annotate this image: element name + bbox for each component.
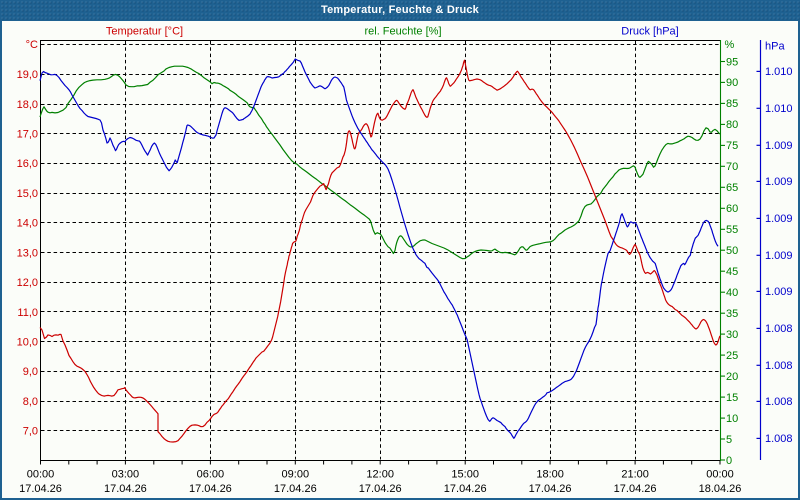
svg-text:1.008: 1.008 [765,433,793,445]
svg-text:17.04.26: 17.04.26 [104,483,147,495]
svg-text:16,0: 16,0 [17,158,38,170]
svg-text:1.009: 1.009 [765,250,793,262]
svg-text:35: 35 [726,308,738,320]
svg-text:75: 75 [726,140,738,152]
svg-text:15: 15 [726,392,738,404]
svg-text:5: 5 [726,434,732,446]
svg-text:17.04.26: 17.04.26 [19,483,62,495]
svg-text:17.04.26: 17.04.26 [274,483,317,495]
svg-text:10,0: 10,0 [17,337,38,349]
svg-text:25: 25 [726,350,738,362]
svg-text:8,0: 8,0 [23,396,38,408]
svg-text:1.008: 1.008 [765,360,793,372]
svg-text:03:00: 03:00 [112,469,140,481]
svg-text:1.010: 1.010 [765,66,793,78]
svg-text:Druck [hPa]: Druck [hPa] [621,26,678,38]
svg-text:1.009: 1.009 [765,286,793,298]
svg-text:1.009: 1.009 [765,176,793,188]
svg-text:hPa: hPa [765,41,785,53]
svg-text:17.04.26: 17.04.26 [529,483,572,495]
svg-text:15:00: 15:00 [451,469,479,481]
svg-text:14,0: 14,0 [17,218,38,230]
svg-text:7,0: 7,0 [23,426,38,438]
svg-text:17,0: 17,0 [17,129,38,141]
svg-text:12:00: 12:00 [366,469,394,481]
svg-text:85: 85 [726,98,738,110]
svg-text:21:00: 21:00 [621,469,649,481]
svg-text:90: 90 [726,77,738,89]
svg-text:18:00: 18:00 [536,469,564,481]
svg-text:65: 65 [726,182,738,194]
svg-text:Temperatur [°C]: Temperatur [°C] [106,26,183,38]
svg-text:00:00: 00:00 [706,469,734,481]
svg-text:15,0: 15,0 [17,188,38,200]
svg-text:12,0: 12,0 [17,277,38,289]
svg-text:19,0: 19,0 [17,69,38,81]
svg-text:17.04.26: 17.04.26 [444,483,487,495]
svg-text:1.009: 1.009 [765,213,793,225]
svg-text:18,0: 18,0 [17,99,38,111]
svg-text:1.008: 1.008 [765,323,793,335]
svg-text:50: 50 [726,245,738,257]
svg-text:00:00: 00:00 [27,469,55,481]
svg-text:11,0: 11,0 [17,307,38,319]
svg-text:9,0: 9,0 [23,366,38,378]
svg-text:rel. Feuchte [%]: rel. Feuchte [%] [364,26,441,38]
svg-text:06:00: 06:00 [197,469,225,481]
svg-text:18.04.26: 18.04.26 [699,483,742,495]
svg-text:40: 40 [726,287,738,299]
svg-text:70: 70 [726,161,738,173]
svg-text:17.04.26: 17.04.26 [189,483,232,495]
svg-text:09:00: 09:00 [282,469,310,481]
svg-text:17.04.26: 17.04.26 [614,483,657,495]
svg-text:45: 45 [726,266,738,278]
svg-text:°C: °C [26,39,38,51]
svg-text:17.04.26: 17.04.26 [359,483,402,495]
svg-text:1.010: 1.010 [765,103,793,115]
svg-text:%: % [725,39,735,51]
svg-text:1.008: 1.008 [765,396,793,408]
svg-text:95: 95 [726,56,738,68]
svg-text:13,0: 13,0 [17,247,38,259]
svg-text:1.009: 1.009 [765,140,793,152]
svg-text:30: 30 [726,329,738,341]
svg-text:80: 80 [726,119,738,131]
svg-text:0: 0 [726,455,732,467]
svg-text:10: 10 [726,413,738,425]
svg-text:55: 55 [726,224,738,236]
svg-text:60: 60 [726,203,738,215]
svg-text:20: 20 [726,371,738,383]
